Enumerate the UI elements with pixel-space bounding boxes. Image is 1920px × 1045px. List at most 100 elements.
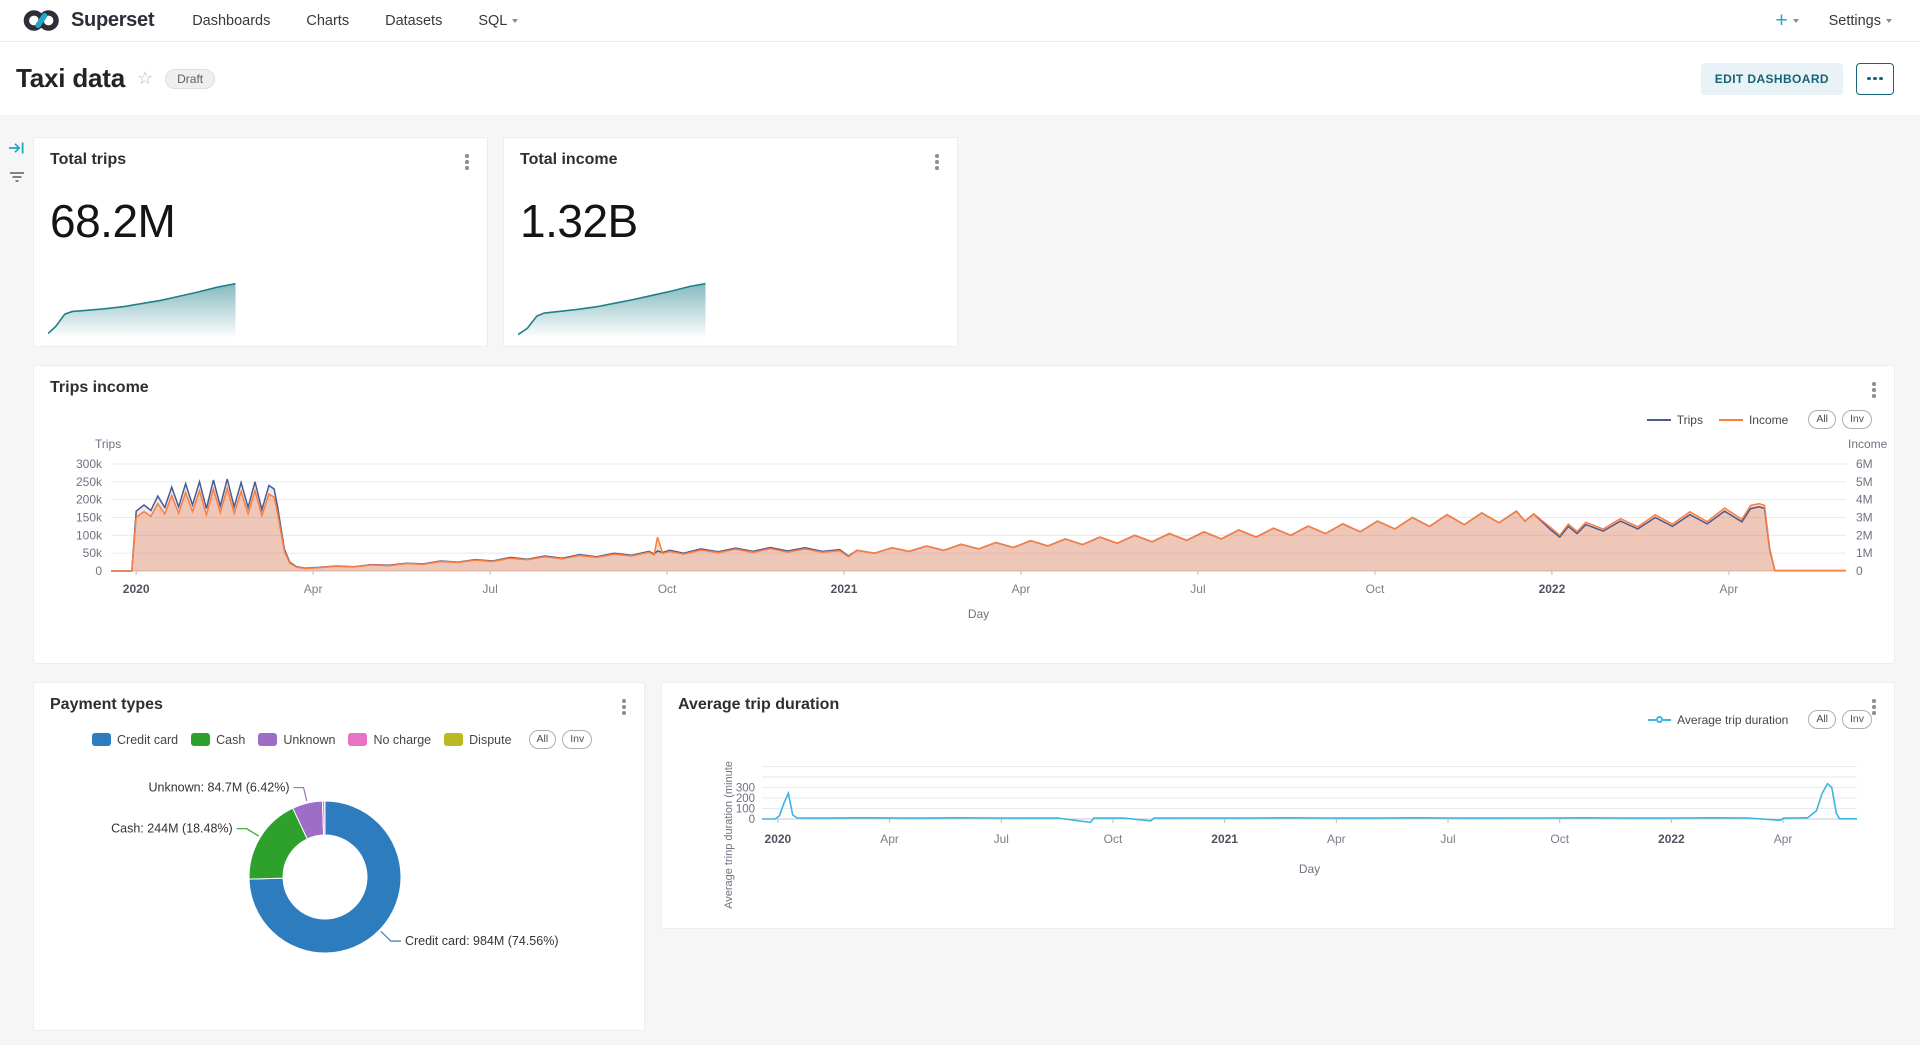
total-trips-card: Total trips 68.2M (33, 137, 488, 347)
payment-types-donut[interactable]: Credit card: 984M (74.56%) Cash: 244M (18… (34, 763, 646, 1028)
svg-text:3M: 3M (1856, 511, 1873, 525)
chart-menu-kebab[interactable] (615, 695, 633, 719)
main-menu: Dashboards Charts Datasets SQL (192, 12, 519, 29)
chart-title: Total trips (50, 151, 127, 168)
chart-menu-kebab[interactable] (458, 150, 476, 174)
svg-text:Apr: Apr (1327, 832, 1346, 846)
legend-item-dispute[interactable]: Dispute (444, 733, 512, 747)
average-trip-duration-card: Average trip duration Average trip durat… (661, 682, 1895, 929)
legend-item-credit-card[interactable]: Credit card (92, 733, 178, 747)
trips-income-legend: Trips Income All Inv (1646, 410, 1872, 429)
svg-text:5M: 5M (1856, 475, 1873, 489)
brand-text: Superset (71, 9, 155, 31)
svg-text:250k: 250k (76, 475, 103, 489)
svg-text:0: 0 (1856, 564, 1863, 578)
svg-text:100: 100 (736, 804, 755, 816)
svg-text:Income: Income (1848, 437, 1888, 451)
chevron-down-icon (1886, 18, 1892, 23)
chevron-down-icon (1792, 19, 1799, 24)
legend-all-button[interactable]: All (1808, 410, 1836, 429)
svg-text:Apr: Apr (1720, 582, 1739, 596)
superset-logo[interactable]: Superset (0, 7, 184, 34)
page-title: Taxi data (16, 63, 125, 93)
legend-item-income[interactable]: Income (1718, 413, 1788, 427)
total-trips-sparkline (48, 278, 236, 338)
svg-text:300: 300 (736, 783, 755, 795)
chart-title: Average trip duration (678, 696, 840, 713)
nav-sql[interactable]: SQL (478, 13, 519, 29)
chart-menu-kebab[interactable] (1865, 695, 1883, 719)
trips-line-swatch (1646, 418, 1671, 421)
chart-title: Total income (520, 151, 618, 168)
settings-menu[interactable]: Settings (1829, 13, 1892, 29)
filter-lines-icon (10, 172, 24, 182)
svg-text:2020: 2020 (123, 582, 150, 596)
svg-text:2022: 2022 (1539, 582, 1566, 596)
svg-text:300k: 300k (76, 457, 103, 471)
total-income-card: Total income 1.32B (503, 137, 958, 347)
svg-text:2022: 2022 (1658, 832, 1685, 846)
svg-text:Oct: Oct (1104, 832, 1123, 846)
top-navbar: Superset Dashboards Charts Datasets SQL … (0, 0, 1920, 42)
chart-menu-kebab[interactable] (1865, 378, 1883, 402)
unknown-swatch (258, 733, 278, 746)
chart-menu-kebab[interactable] (928, 150, 946, 174)
avg-duration-legend: Average trip duration All Inv (1648, 710, 1872, 729)
payment-types-legend: Credit card Cash Unknown No charge Dispu… (92, 730, 593, 749)
edit-dashboard-button[interactable]: EDIT DASHBOARD (1700, 62, 1843, 95)
svg-text:6M: 6M (1856, 457, 1873, 471)
svg-text:Credit card: 984M (74.56%): Credit card: 984M (74.56%) (405, 934, 559, 948)
legend-all-button[interactable]: All (1808, 710, 1836, 729)
new-item-button[interactable]: + (1775, 10, 1799, 31)
total-income-sparkline (518, 278, 706, 338)
svg-text:2021: 2021 (1211, 832, 1238, 846)
legend-inverse-button[interactable]: Inv (1841, 410, 1872, 429)
legend-item-trips[interactable]: Trips (1646, 413, 1703, 427)
svg-text:Apr: Apr (1012, 582, 1031, 596)
avg-line-marker-swatch (1648, 716, 1672, 723)
nav-dashboards[interactable]: Dashboards (192, 12, 271, 29)
nav-charts[interactable]: Charts (306, 12, 350, 29)
no-charge-swatch (348, 733, 368, 746)
credit-card-swatch (92, 733, 111, 746)
legend-item-cash[interactable]: Cash (191, 733, 245, 747)
dashboard-header: Taxi data ☆ Draft EDIT DASHBOARD (0, 42, 1920, 115)
svg-text:Day: Day (1299, 862, 1320, 876)
legend-inverse-button[interactable]: Inv (562, 730, 593, 749)
superset-infinity-icon (23, 10, 59, 31)
big-number-value: 68.2M (50, 195, 176, 247)
income-line-swatch (1718, 418, 1743, 421)
svg-text:0: 0 (95, 564, 102, 578)
legend-inverse-button[interactable]: Inv (1841, 710, 1872, 729)
legend-item-avg-duration[interactable]: Average trip duration (1648, 713, 1788, 727)
nav-datasets[interactable]: Datasets (385, 12, 443, 29)
draft-badge: Draft (165, 68, 216, 89)
svg-text:Trips: Trips (95, 437, 121, 451)
dispute-swatch (444, 733, 464, 746)
svg-text:Apr: Apr (1774, 832, 1793, 846)
svg-text:Oct: Oct (658, 582, 677, 596)
favorite-star-icon[interactable]: ☆ (136, 68, 154, 88)
svg-text:2020: 2020 (765, 832, 792, 846)
expand-filter-bar-button[interactable] (8, 140, 25, 161)
svg-text:200: 200 (736, 793, 755, 805)
svg-text:Apr: Apr (304, 582, 323, 596)
svg-text:0: 0 (749, 814, 755, 826)
svg-text:150k: 150k (76, 511, 103, 525)
legend-all-button[interactable]: All (528, 730, 557, 749)
svg-text:1M: 1M (1856, 546, 1873, 560)
svg-text:200k: 200k (76, 493, 103, 507)
svg-text:Jul: Jul (994, 832, 1009, 846)
filter-icon[interactable] (9, 170, 25, 190)
more-options-button[interactable] (1856, 62, 1894, 95)
expand-arrow-icon (9, 142, 24, 154)
chevron-down-icon (512, 18, 519, 23)
svg-text:Jul: Jul (482, 582, 497, 596)
payment-types-card: Payment types Credit card Cash Unknown N… (33, 682, 645, 1031)
legend-item-no-charge[interactable]: No charge (348, 733, 431, 747)
cash-swatch (191, 733, 211, 746)
trips-income-plot[interactable]: 300k 250k 200k 150k 100k 50k 0 6M 5M 4M 3M 2M 1M 0 Tri… (34, 436, 1896, 661)
svg-text:Unknown: 84.7M (6.42%): Unknown: 84.7M (6.42%) (148, 781, 289, 795)
legend-item-unknown[interactable]: Unknown (258, 733, 335, 747)
